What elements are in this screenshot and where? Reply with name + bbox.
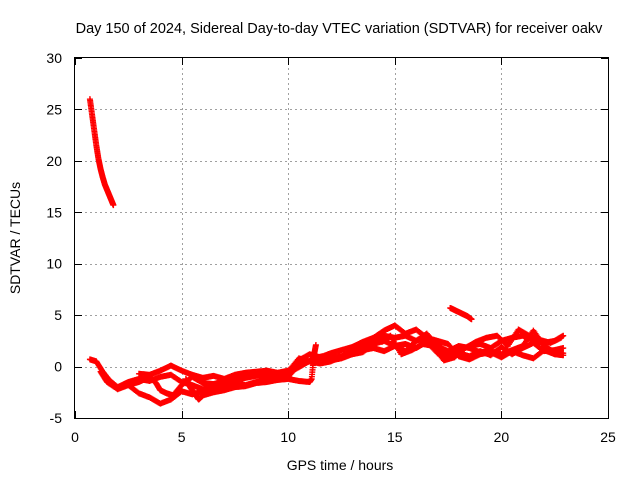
series-early-decay [86,96,117,209]
y-tick-label: 15 [46,204,62,220]
y-tick-label: -5 [50,410,63,426]
y-tick-label: 5 [54,307,62,323]
data-point [558,334,565,341]
y-tick-label: 10 [46,256,62,272]
y-axis-label: SDTVAR / TECUs [7,182,23,294]
y-tick-label: 0 [54,359,62,375]
data-points [86,96,567,407]
series-track-d [135,322,567,382]
data-point [560,352,567,359]
data-point [312,341,319,348]
tick-labels: 0 5 10 15 20 25 -5 0 5 10 15 20 25 30 [46,50,616,445]
x-tick-label: 20 [494,429,510,445]
x-tick-label: 5 [178,429,186,445]
x-tick-label: 25 [600,429,616,445]
series-track-f [379,326,565,364]
gridlines [75,58,608,418]
y-tick-label: 20 [46,153,62,169]
x-tick-label: 0 [71,429,79,445]
series-track-e [182,341,319,403]
y-tick-label: 25 [46,101,62,117]
data-point [560,345,567,352]
x-axis-label: GPS time / hours [287,457,394,473]
y-tick-label: 30 [46,50,62,66]
x-tick-label: 15 [387,429,403,445]
plot-border [74,57,609,419]
chart-title: Day 150 of 2024, Sidereal Day-to-day VTE… [76,21,604,37]
series-late-spike [447,304,475,323]
x-tick-label: 10 [280,429,296,445]
data-point [468,316,475,323]
data-point [110,202,117,209]
